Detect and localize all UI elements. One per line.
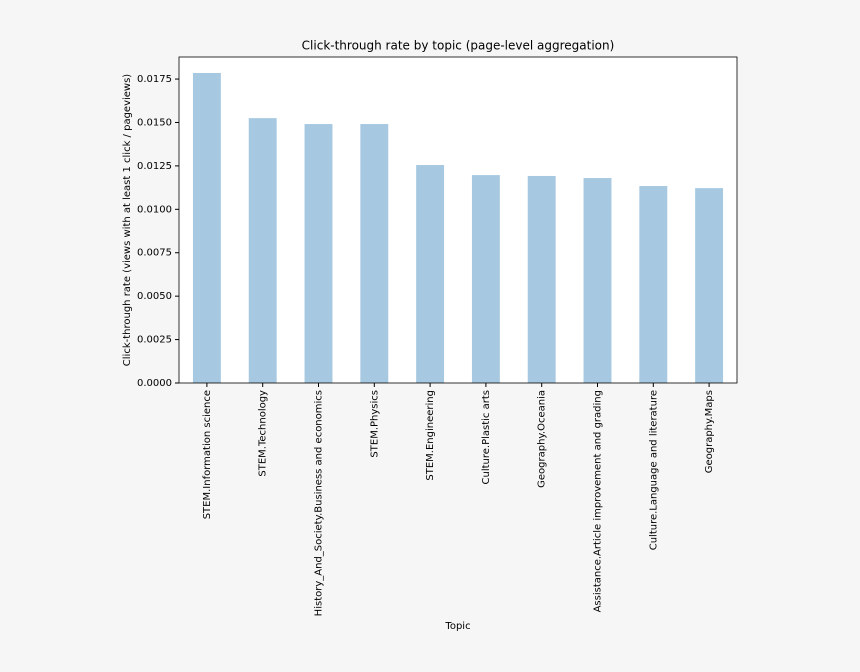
bar — [192, 72, 221, 383]
y-tick-label: 0.0100 — [137, 204, 172, 215]
y-tick-label: 0.0175 — [137, 74, 172, 85]
bar — [583, 178, 612, 383]
plot-frame — [178, 56, 738, 384]
bar — [360, 124, 389, 384]
y-axis-label: Click-through rate (views with at least … — [122, 74, 133, 367]
y-tick-label: 0.0150 — [137, 117, 172, 128]
bar — [248, 118, 277, 383]
x-tick-label: Assistance.Article improvement and gradi… — [593, 390, 604, 612]
y-tick-label: 0.0125 — [137, 161, 172, 172]
chart-title: Click-through rate by topic (page-level … — [302, 39, 615, 53]
y-tick-label: 0.0050 — [137, 291, 172, 302]
x-tick-label: Geography.Maps — [704, 390, 715, 473]
x-tick-label: STEM.Physics — [369, 390, 380, 458]
bar — [527, 175, 556, 383]
bar — [416, 165, 445, 383]
y-tick-label: 0.0000 — [137, 378, 172, 389]
x-tick-label: History_And_Society.Business and economi… — [314, 390, 325, 616]
y-tick-label: 0.0025 — [137, 335, 172, 346]
y-tick-label: 0.0075 — [137, 248, 172, 259]
x-tick-label: STEM.Technology — [258, 390, 269, 477]
x-tick-label: Culture.Language and literature — [648, 390, 659, 550]
x-tick-label: Culture.Plastic arts — [481, 390, 492, 484]
bar — [471, 175, 500, 383]
bar — [304, 124, 333, 384]
bar — [695, 188, 724, 383]
x-tick-label: Geography.Oceania — [537, 390, 548, 488]
bar — [639, 186, 668, 383]
x-tick-label: STEM.Engineering — [425, 390, 436, 481]
x-tick-label: STEM.Information science — [202, 390, 213, 519]
x-axis-label: Topic — [444, 621, 470, 632]
